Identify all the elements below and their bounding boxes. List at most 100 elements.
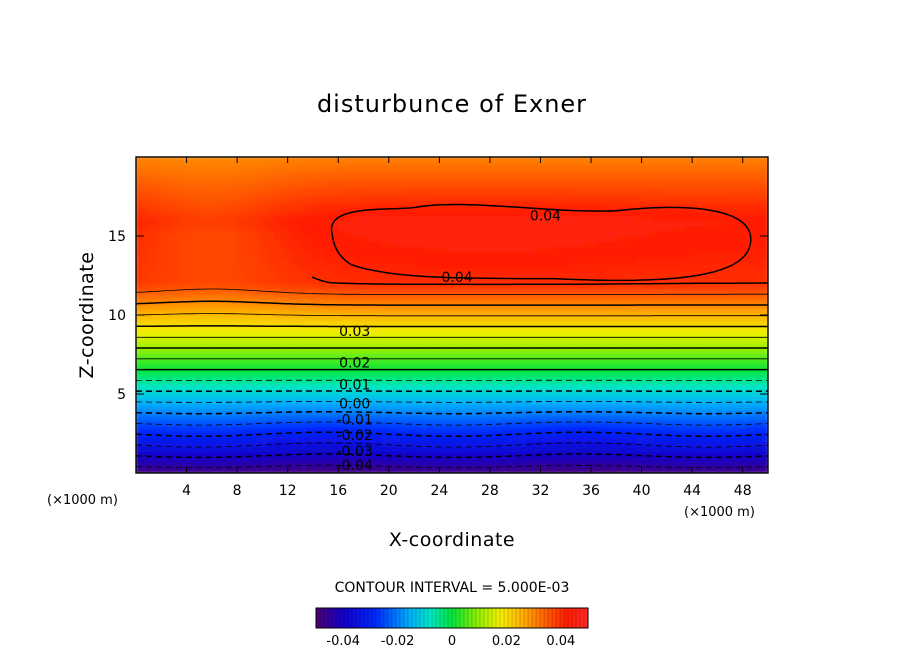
colorbar-segment <box>360 608 364 628</box>
colorbar-segment <box>564 608 568 628</box>
colorbar-segment <box>560 608 564 628</box>
colorbar-ticks: -0.04 -0.02 0 0.02 0.04 <box>326 634 575 649</box>
colorbar-segment <box>404 608 408 628</box>
x-tick-label: 24 <box>430 483 448 499</box>
x-axis-title: X-coordinate <box>389 529 515 551</box>
y-axis-title: Z-coordinate <box>76 252 98 379</box>
colorbar-segment <box>324 608 328 628</box>
colorbar-segment <box>368 608 372 628</box>
colorbar-segment <box>480 608 484 628</box>
x-tick-label: 8 <box>233 483 242 499</box>
colorbar-segment <box>452 608 456 628</box>
colorbar-segment <box>508 608 512 628</box>
x-tick-label: 48 <box>734 483 752 499</box>
colorbar-segment <box>540 608 544 628</box>
colorbar-segment <box>544 608 548 628</box>
colorbar-segment <box>548 608 552 628</box>
x-tick-label: 12 <box>279 483 297 499</box>
colorbar-segment <box>500 608 504 628</box>
colorbar-segment <box>528 608 532 628</box>
colorbar-segment <box>412 608 416 628</box>
contour-label: 0.03 <box>339 324 370 340</box>
colorbar-segment <box>520 608 524 628</box>
x-tick-label: 36 <box>582 483 600 499</box>
x-unit-label-right: (×1000 m) <box>684 505 755 520</box>
colorbar-segment <box>488 608 492 628</box>
contour-label: 0.04 <box>442 270 473 286</box>
contour-interval-label: CONTOUR INTERVAL = 5.000E-03 <box>335 580 570 596</box>
colorbar-segment <box>484 608 488 628</box>
colorbar-segment <box>380 608 384 628</box>
colorbar-segment <box>568 608 572 628</box>
colorbar-segment <box>524 608 528 628</box>
colorbar-segment <box>448 608 452 628</box>
y-tick-label: 10 <box>108 308 126 324</box>
colorbar-segment <box>516 608 520 628</box>
colorbar-segment <box>352 608 356 628</box>
y-tick-label: 5 <box>117 387 126 403</box>
colorbar-tick-label: -0.04 <box>326 634 360 649</box>
x-tick-label: 16 <box>329 483 347 499</box>
colorbar-segment <box>428 608 432 628</box>
colorbar-segment <box>464 608 468 628</box>
colorbar-segment <box>424 608 428 628</box>
colorbar-segment <box>316 608 320 628</box>
colorbar-segment <box>400 608 404 628</box>
colorbar-segment <box>504 608 508 628</box>
colorbar-segment <box>580 608 584 628</box>
colorbar-segment <box>532 608 536 628</box>
colorbar-segment <box>332 608 336 628</box>
contour-label: -0.02 <box>337 428 373 444</box>
colorbar-segment <box>552 608 556 628</box>
colorbar-segment <box>440 608 444 628</box>
colorbar-segment <box>344 608 348 628</box>
colorbar <box>316 608 588 628</box>
colorbar-segment <box>512 608 516 628</box>
x-tick-label: 20 <box>380 483 398 499</box>
colorbar-segment <box>460 608 464 628</box>
x-tick-label: 32 <box>532 483 550 499</box>
colorbar-segment <box>408 608 412 628</box>
colorbar-segment <box>372 608 376 628</box>
colorbar-segment <box>476 608 480 628</box>
colorbar-segment <box>364 608 368 628</box>
colorbar-segment <box>436 608 440 628</box>
colorbar-tick-label: 0.02 <box>492 634 521 649</box>
chart-title: disturbunce of Exner <box>317 90 587 118</box>
contour-label: -0.01 <box>337 412 373 428</box>
colorbar-segment <box>328 608 332 628</box>
contour-line <box>136 326 768 327</box>
colorbar-segment <box>388 608 392 628</box>
contour-label: 0.01 <box>339 378 370 394</box>
colorbar-tick-label: 0.04 <box>546 634 575 649</box>
x-tick-label: 40 <box>633 483 651 499</box>
x-unit-label-left: (×1000 m) <box>47 493 118 508</box>
contour-label: -0.04 <box>337 458 373 474</box>
colorbar-segment <box>340 608 344 628</box>
colorbar-segment <box>396 608 400 628</box>
colorbar-segment <box>320 608 324 628</box>
colorbar-segment <box>468 608 472 628</box>
colorbar-segment <box>444 608 448 628</box>
colorbar-segment <box>336 608 340 628</box>
colorbar-segment <box>576 608 580 628</box>
x-tick-label: 44 <box>683 483 701 499</box>
colorbar-tick-label: -0.02 <box>381 634 415 649</box>
colorbar-segment <box>572 608 576 628</box>
contour-field <box>136 157 769 474</box>
colorbar-segment <box>416 608 420 628</box>
colorbar-segment <box>456 608 460 628</box>
x-tick-label: 28 <box>481 483 499 499</box>
contour-label: 0.04 <box>530 209 561 225</box>
colorbar-segment <box>356 608 360 628</box>
colorbar-tick-label: 0 <box>448 634 456 649</box>
y-tick-label: 15 <box>108 229 126 245</box>
colorbar-segment <box>536 608 540 628</box>
colorbar-segment <box>392 608 396 628</box>
contour-label: 0.02 <box>339 355 370 371</box>
colorbar-segment <box>420 608 424 628</box>
colorbar-segment <box>376 608 380 628</box>
colorbar-segment <box>348 608 352 628</box>
x-tick-label: 4 <box>182 483 191 499</box>
